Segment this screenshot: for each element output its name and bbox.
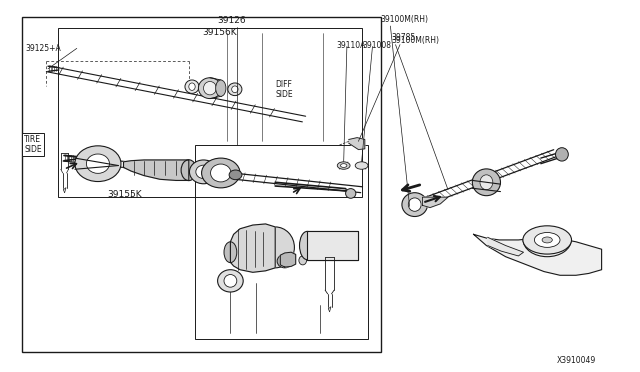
Ellipse shape bbox=[196, 165, 211, 179]
Bar bbox=[307, 231, 358, 260]
Ellipse shape bbox=[204, 81, 216, 95]
Ellipse shape bbox=[202, 158, 240, 188]
Bar bbox=[58, 28, 362, 197]
Ellipse shape bbox=[408, 198, 421, 211]
Circle shape bbox=[542, 237, 552, 243]
Ellipse shape bbox=[300, 231, 315, 260]
Ellipse shape bbox=[216, 80, 226, 96]
Ellipse shape bbox=[229, 170, 242, 180]
Polygon shape bbox=[488, 237, 524, 256]
Text: 39785: 39785 bbox=[392, 33, 416, 42]
Circle shape bbox=[340, 164, 347, 167]
Ellipse shape bbox=[189, 160, 218, 184]
Polygon shape bbox=[230, 224, 275, 272]
Ellipse shape bbox=[472, 169, 500, 196]
Ellipse shape bbox=[189, 83, 195, 90]
Polygon shape bbox=[280, 252, 296, 267]
Text: 39126: 39126 bbox=[218, 16, 246, 25]
Ellipse shape bbox=[299, 256, 307, 265]
Circle shape bbox=[337, 162, 350, 169]
Ellipse shape bbox=[211, 164, 231, 182]
Text: 39110A: 39110A bbox=[336, 41, 365, 50]
Ellipse shape bbox=[218, 270, 243, 292]
Circle shape bbox=[355, 162, 368, 169]
Text: TIRE
SIDE: TIRE SIDE bbox=[24, 135, 42, 154]
Polygon shape bbox=[349, 138, 365, 150]
Ellipse shape bbox=[86, 154, 109, 173]
Ellipse shape bbox=[224, 275, 237, 287]
Text: 39155K: 39155K bbox=[108, 190, 142, 199]
Ellipse shape bbox=[277, 254, 292, 268]
Ellipse shape bbox=[232, 86, 238, 93]
Ellipse shape bbox=[181, 160, 196, 181]
Text: 39156K: 39156K bbox=[202, 28, 237, 37]
Polygon shape bbox=[474, 234, 602, 275]
Ellipse shape bbox=[256, 227, 294, 268]
Text: 39125+A: 39125+A bbox=[26, 44, 61, 53]
Circle shape bbox=[523, 226, 572, 254]
Ellipse shape bbox=[346, 189, 356, 198]
Text: 39100M(RH): 39100M(RH) bbox=[392, 36, 440, 45]
Ellipse shape bbox=[198, 78, 221, 99]
Ellipse shape bbox=[402, 193, 428, 217]
Bar bbox=[195, 145, 368, 339]
Circle shape bbox=[534, 232, 560, 247]
Text: 391008: 391008 bbox=[363, 41, 392, 50]
Text: DIFF
SIDE: DIFF SIDE bbox=[275, 80, 293, 99]
Ellipse shape bbox=[480, 175, 493, 190]
Polygon shape bbox=[422, 197, 448, 208]
Ellipse shape bbox=[75, 146, 121, 182]
Ellipse shape bbox=[228, 83, 242, 96]
Ellipse shape bbox=[185, 80, 199, 93]
Ellipse shape bbox=[556, 148, 568, 161]
Polygon shape bbox=[124, 160, 189, 180]
Bar bbox=[22, 17, 381, 352]
Text: X3910049: X3910049 bbox=[556, 356, 596, 365]
Ellipse shape bbox=[224, 242, 237, 263]
Text: 39100M(RH): 39100M(RH) bbox=[381, 15, 429, 24]
